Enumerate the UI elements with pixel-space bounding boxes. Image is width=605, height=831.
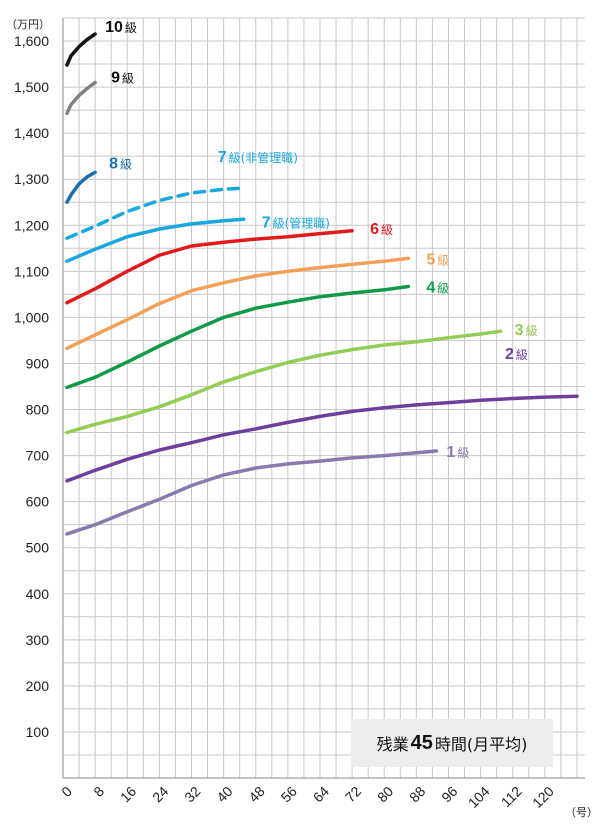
y-tick-label: 1,600	[14, 33, 49, 49]
y-tick-label: 900	[26, 355, 50, 371]
y-unit-label: （万円）	[6, 18, 50, 31]
grid	[63, 17, 585, 778]
overtime-prefix: 残業	[376, 735, 409, 754]
y-tick-label: 1,100	[14, 263, 49, 279]
overtime-hours: 45	[410, 731, 433, 754]
y-tick-label: 1,400	[14, 125, 49, 141]
y-tick-label: 1,200	[14, 217, 49, 233]
y-tick-label: 100	[26, 724, 50, 740]
series-line	[65, 394, 579, 483]
y-tick-label: 500	[26, 540, 50, 556]
x-unit-label: （号）	[565, 806, 598, 819]
y-tick-label: 1,500	[14, 79, 49, 95]
overtime-suffix: 時間(月平均)	[434, 735, 528, 754]
series-line	[65, 329, 503, 435]
series-line	[65, 217, 246, 263]
series-line	[65, 170, 97, 204]
y-tick-label: 300	[26, 632, 50, 648]
series-line	[65, 32, 97, 67]
y-tick-label: 1,000	[14, 309, 49, 325]
y-tick-label: 800	[26, 402, 50, 418]
y-tick-label: 600	[26, 494, 50, 510]
y-tick-label: 1,300	[14, 171, 49, 187]
series-line	[65, 449, 439, 536]
series-line	[65, 80, 97, 116]
series-label: 7 級(管理職)	[262, 214, 330, 231]
series-line	[65, 229, 354, 305]
y-tick-label: 200	[26, 678, 50, 694]
y-tick-label: 400	[26, 586, 50, 602]
overtime-annotation: 残業 45 時間(月平均)	[351, 719, 553, 767]
series-label: 7 級(非管理職)	[218, 149, 298, 166]
series-line	[65, 256, 411, 351]
y-tick-label: 700	[26, 448, 50, 464]
series-line	[65, 284, 411, 390]
series-labels: 10 級 9 級 8 級 7 級(非管理職) 7 級(管理職) 6 級 5 級 4 級 3 級 2 級 1 級	[105, 19, 537, 461]
series-label: 10 級	[105, 19, 137, 36]
series-lines	[65, 32, 579, 536]
